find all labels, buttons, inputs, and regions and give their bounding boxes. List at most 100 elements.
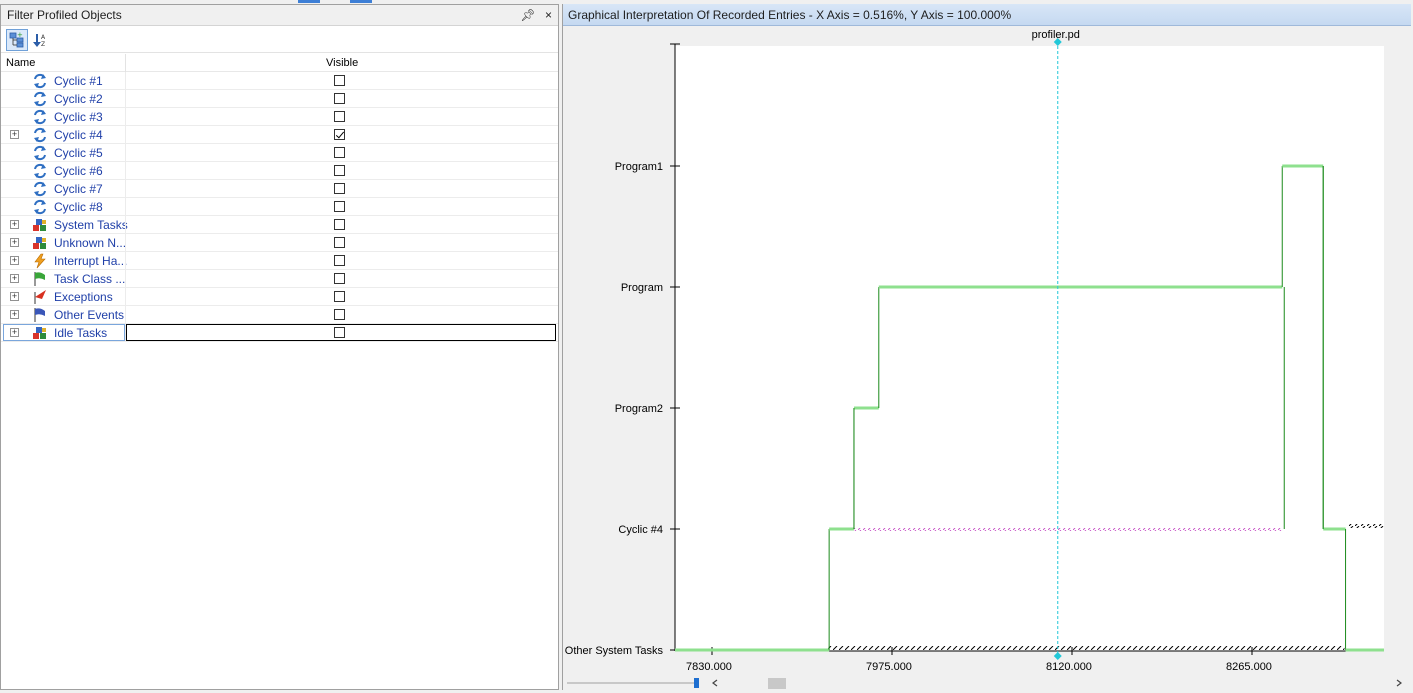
cyclic-icon [32,73,48,89]
tree-view-icon: + [9,32,24,48]
graph-panel-titlebar: Graphical Interpretation Of Recorded Ent… [563,4,1411,26]
expand-icon[interactable]: + [10,129,19,139]
y-axis-label: Program1 [615,161,663,173]
green-flag-icon [32,271,48,287]
hatch-band-other-system-tasks [828,646,1345,650]
svg-text:A: A [41,34,46,41]
visible-checkbox[interactable] [334,237,345,248]
expand-icon[interactable]: + [10,309,19,319]
filter-row[interactable]: + Task Class ... [1,270,558,288]
scroll-thumb[interactable] [768,678,786,689]
scroll-left-icon[interactable] [712,679,718,687]
top-tab-indicator[interactable] [298,0,320,3]
filter-row[interactable]: Cyclic #8 [1,198,558,216]
visible-checkbox[interactable] [334,93,345,104]
cyclic-icon [32,109,48,125]
visible-checkbox[interactable] [334,183,345,194]
sort-button[interactable]: A Z [29,29,51,51]
filter-row[interactable]: + System Tasks [1,216,558,234]
timeline-chart-svg[interactable]: Other System Tasks Cyclic #4 Program2 Progr… [563,26,1411,677]
x-axis-tick-label: 8265.000 [1226,661,1272,673]
filter-row-label: Cyclic #4 [54,128,103,142]
cursor-top-handle[interactable] [1053,38,1062,46]
visible-checkbox[interactable] [334,201,345,212]
filter-row[interactable]: Cyclic #1 [1,72,558,90]
visible-checkbox[interactable] [334,111,345,122]
system-tasks-icon [32,325,48,341]
visible-checkbox[interactable] [334,75,345,86]
expand-icon[interactable]: + [10,327,19,337]
visible-checkbox[interactable] [334,255,345,266]
visible-checkbox[interactable] [334,147,345,158]
system-tasks-icon [32,235,48,251]
filter-panel-titlebar: Filter Profiled Objects 📌︎ × [1,5,558,26]
expand-icon[interactable]: + [10,255,19,265]
expand-icon[interactable]: + [10,273,19,283]
visible-checkbox[interactable] [334,309,345,320]
filter-row-label: Interrupt Ha... [54,254,128,268]
expand-icon[interactable]: + [10,219,19,229]
close-icon[interactable]: × [544,8,552,22]
filter-rows: Cyclic #1 Cyclic #2 Cyclic #3 + Cyclic #4 Cyc… [1,72,558,342]
lightning-icon [32,253,48,269]
cyclic-icon [32,199,48,215]
filter-row[interactable]: Cyclic #7 [1,180,558,198]
graph-panel: Graphical Interpretation Of Recorded Ent… [562,4,1413,690]
tree-view-button[interactable]: + [6,29,28,51]
x-axis-tick-label: 7830.000 [686,661,732,673]
pin-icon[interactable]: 📌︎ [520,8,536,22]
horizontal-scrollbar[interactable] [563,677,1411,690]
filter-panel: Filter Profiled Objects 📌︎ × + [0,4,559,690]
filter-row-label: Unknown N... [54,236,127,250]
cursor-label: profiler.pd [1032,29,1080,41]
cyclic-icon [32,163,48,179]
visible-checkbox[interactable] [334,129,345,140]
filter-toolbar: + A Z [1,27,558,53]
filter-row-label: Cyclic #1 [54,74,103,88]
zoom-slider-thumb[interactable] [694,678,699,688]
filter-row-label: Cyclic #6 [54,164,103,178]
filter-row[interactable]: + Interrupt Ha... [1,252,558,270]
visible-cell-editor[interactable] [126,324,556,341]
cursor-bottom-handle[interactable] [1053,652,1062,660]
filter-row[interactable]: Cyclic #2 [1,90,558,108]
filter-row[interactable]: + Exceptions [1,288,558,306]
filter-row-label: Task Class ... [54,272,126,286]
top-strip [0,0,1413,4]
y-axis-label: Program [621,282,663,294]
visible-checkbox[interactable] [334,165,345,176]
filter-row[interactable]: + Idle Tasks [1,324,558,342]
filter-row-label: Idle Tasks [54,326,108,340]
filter-row-label: Cyclic #5 [54,146,103,160]
visible-checkbox[interactable] [334,219,345,230]
plot-area[interactable] [675,46,1384,651]
system-tasks-icon [32,217,48,233]
filter-row-label: Other Events [54,308,125,322]
graph-panel-title: Graphical Interpretation Of Recorded Ent… [568,8,1012,22]
visible-checkbox[interactable] [334,273,345,284]
filter-row[interactable]: + Other Events [1,306,558,324]
visible-checkbox[interactable] [334,327,345,338]
cyclic-icon [32,145,48,161]
svg-text:+: + [17,32,23,39]
timeline-chart[interactable]: Other System Tasks Cyclic #4 Program2 Progr… [563,26,1411,677]
scroll-right-icon[interactable] [1396,679,1402,687]
sort-descending-icon: A Z [33,34,46,48]
visible-checkbox[interactable] [334,291,345,302]
filter-row[interactable]: + Unknown N... [1,234,558,252]
column-header-visible[interactable]: Visible [326,57,359,69]
filter-row-label: System Tasks [54,218,128,232]
hatch-band-cyclic4 [853,528,1283,531]
column-header-name[interactable]: Name [6,57,36,69]
exception-icon [32,289,48,305]
filter-row[interactable]: + Cyclic #4 [1,126,558,144]
filter-row[interactable]: Cyclic #6 [1,162,558,180]
filter-row[interactable]: Cyclic #5 [1,144,558,162]
blue-flag-icon [32,307,48,323]
filter-row-label: Cyclic #3 [54,110,103,124]
top-tab-indicator[interactable] [350,0,372,3]
filter-row[interactable]: Cyclic #3 [1,108,558,126]
expand-icon[interactable]: + [10,237,19,247]
expand-icon[interactable]: + [10,291,19,301]
x-axis-tick-label: 8120.000 [1046,661,1092,673]
